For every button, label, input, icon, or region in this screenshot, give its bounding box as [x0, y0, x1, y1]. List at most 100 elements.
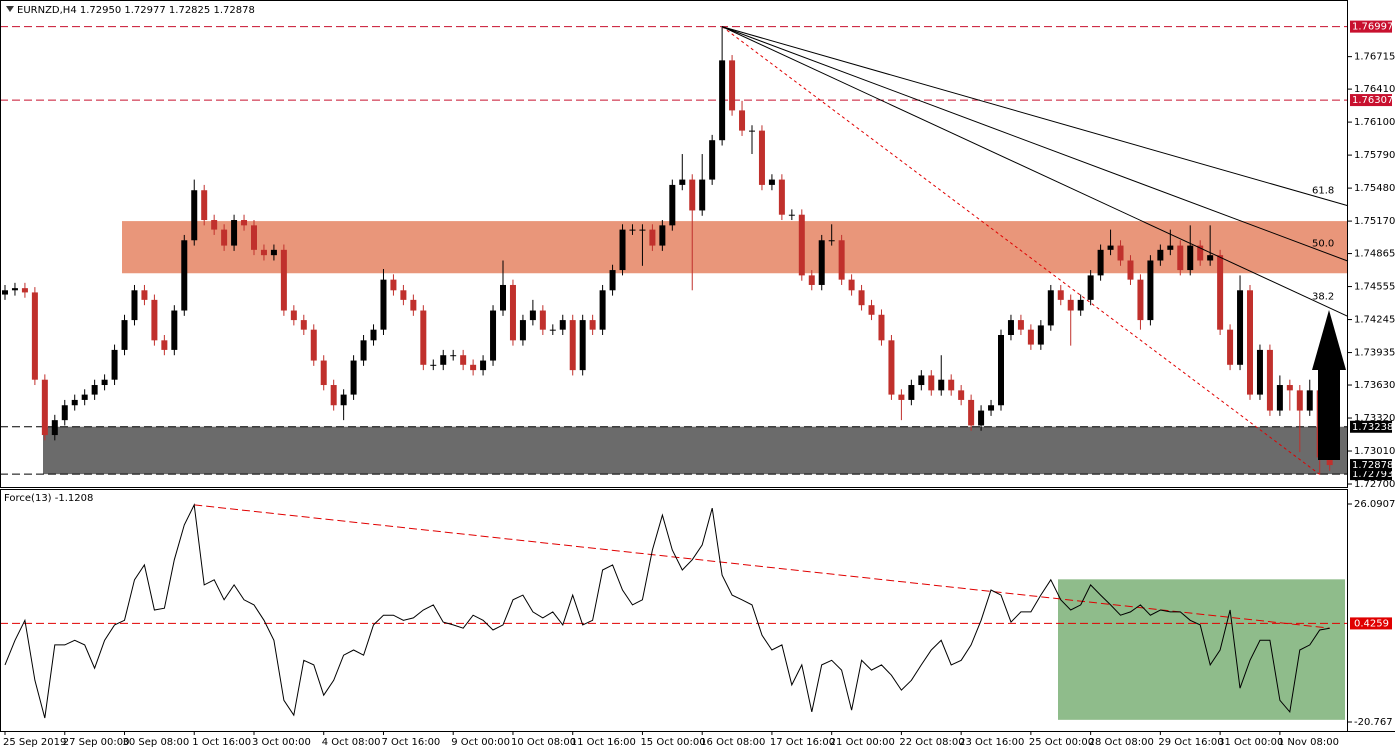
y-tick-label: 1.74865	[1354, 249, 1395, 260]
candle-body	[330, 385, 337, 406]
candle-body	[1207, 255, 1214, 261]
candle-body	[1017, 320, 1024, 330]
fan-line	[721, 26, 1349, 207]
zones	[43, 221, 1348, 720]
candle-body	[1296, 390, 1303, 411]
candle-body	[1177, 245, 1184, 271]
x-tick-label: 23 Oct 16:00	[959, 737, 1024, 748]
candle-body	[629, 229, 636, 231]
candle-body	[430, 364, 437, 366]
force-line	[4, 503, 1330, 719]
x-tick-label: 28 Oct 08:00	[1089, 737, 1154, 748]
candle-body	[171, 310, 178, 350]
y-tick-label: 1.75170	[1354, 216, 1395, 227]
candle-body	[619, 229, 626, 271]
x-tick-label: 27 Sep 00:00	[63, 737, 130, 748]
candle-body	[529, 310, 536, 321]
x-tick-label: 25 Sep 2019	[3, 737, 66, 748]
candle-body	[1326, 457, 1333, 466]
candle-body	[310, 329, 317, 361]
level-label-bg	[1350, 20, 1392, 33]
candle-body	[719, 60, 726, 141]
candle-body	[838, 240, 845, 280]
candle-body	[908, 385, 915, 400]
x-tick-label: 9 Oct 00:00	[451, 737, 510, 748]
price-panel-border	[0, 0, 1348, 488]
candle-body	[589, 320, 596, 330]
candle-body	[290, 310, 297, 321]
level-label: 1.76997	[1352, 22, 1393, 33]
candle-body	[1097, 249, 1104, 276]
candle-body	[659, 225, 666, 246]
trend-line	[721, 26, 1321, 475]
x-tick-label: 10 Oct 08:00	[511, 737, 576, 748]
candle-body	[320, 360, 327, 386]
candle-body	[450, 355, 457, 357]
title-icon	[6, 6, 14, 12]
candle-body	[808, 275, 815, 285]
candle-body	[918, 375, 925, 386]
y-tick-label: 1.73630	[1354, 380, 1395, 391]
candle-body	[798, 214, 805, 276]
candle-body	[1037, 325, 1044, 345]
candle-body	[231, 220, 238, 246]
candle-body	[1227, 329, 1234, 365]
candle-body	[1077, 299, 1084, 311]
candle-body	[569, 320, 576, 371]
x-tick-label: 25 Oct 00:00	[1029, 737, 1094, 748]
level-label-bg	[1350, 420, 1392, 433]
y-tick-label: 26.0907	[1354, 499, 1395, 510]
y-tick-label: 1.73010	[1354, 446, 1395, 457]
level-label-bg	[1350, 617, 1392, 630]
candle-body	[958, 390, 965, 400]
candle-body	[788, 214, 795, 216]
candle-body	[400, 290, 407, 300]
candle-body	[758, 130, 765, 185]
candle-body	[579, 320, 586, 371]
candle-body	[251, 225, 257, 250]
level-label-bg	[1350, 94, 1392, 107]
candle-body	[649, 229, 656, 246]
candle-body	[350, 360, 357, 395]
candle-body	[211, 220, 218, 230]
candle-body	[749, 130, 755, 132]
candle-body	[888, 340, 895, 395]
candle-body	[101, 379, 108, 386]
candle-body	[161, 340, 168, 350]
candle-body	[360, 340, 367, 361]
fan-label: 50.0	[1312, 238, 1334, 249]
x-tick-label: 31 Oct 00:00	[1218, 737, 1283, 748]
candle-body	[410, 299, 417, 311]
candle-body	[1276, 385, 1283, 411]
candle-body	[420, 310, 427, 365]
candle-body	[480, 360, 487, 371]
candle-body	[1266, 349, 1273, 411]
candle-body	[778, 179, 785, 215]
candle-body	[71, 399, 78, 406]
x-tick-label: 16 Oct 08:00	[700, 737, 765, 748]
y-tick-label: 1.74555	[1354, 282, 1395, 293]
y-tick-label: 1.75790	[1354, 150, 1395, 161]
candle-body	[141, 290, 148, 300]
zone	[1058, 579, 1345, 720]
candle-body	[998, 334, 1004, 406]
x-tick-label: 1 Nov 08:00	[1278, 737, 1339, 748]
candle-body	[41, 379, 48, 436]
candle-body	[549, 329, 556, 331]
candle-body	[221, 229, 228, 246]
candle-body	[1187, 245, 1194, 271]
candle-body	[21, 288, 28, 293]
candle-body	[1117, 245, 1124, 261]
candle-body	[2, 290, 8, 295]
candle-body	[689, 179, 696, 211]
candle-body	[1047, 290, 1054, 326]
candle-body	[460, 355, 467, 365]
candle-body	[988, 405, 995, 411]
level-label-bg	[1350, 468, 1392, 481]
candle-body	[1157, 249, 1164, 261]
candle-body	[1197, 245, 1204, 261]
candle-body	[559, 320, 566, 330]
candle-body	[191, 190, 198, 241]
